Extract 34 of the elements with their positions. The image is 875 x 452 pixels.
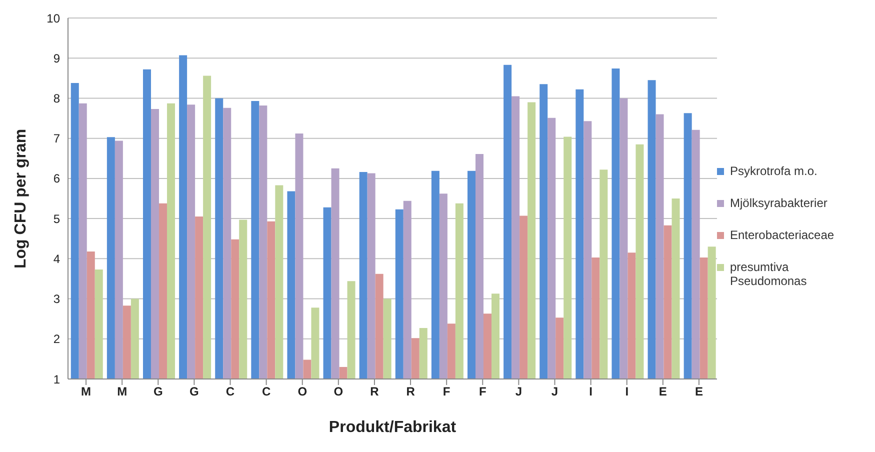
x-tick-label: I <box>625 384 629 399</box>
y-tick-label: 7 <box>53 132 60 146</box>
x-tick-label: E <box>658 384 667 399</box>
legend-label: Enterobacteriaceae <box>730 228 836 242</box>
x-tick-label: O <box>334 384 344 399</box>
x-tick-label: C <box>262 384 271 399</box>
y-axis-title: Log CFU per gram <box>12 128 30 268</box>
y-tick-label: 3 <box>53 292 60 306</box>
x-tick-label: J <box>515 384 522 399</box>
x-tick-label: I <box>589 384 592 399</box>
y-tick-label: 10 <box>46 11 60 26</box>
legend-label: Mjölksyrabakterier <box>730 196 828 210</box>
x-tick-label: E <box>694 384 703 399</box>
x-axis-title: Produkt/Fabrikat <box>328 419 457 436</box>
y-tick-label: 5 <box>53 212 60 226</box>
x-tick-label: C <box>226 384 235 399</box>
x-tick-label: G <box>190 384 199 399</box>
legend-label: Psykrotrofa m.o. <box>730 164 818 178</box>
y-tick-label: 1 <box>53 372 60 386</box>
x-tick-label: G <box>153 384 163 399</box>
y-tick-label: 6 <box>53 172 60 186</box>
y-tick-label: 2 <box>53 332 60 346</box>
x-tick-label: M <box>81 384 92 399</box>
x-tick-label: F <box>442 384 450 399</box>
y-tick-label: 4 <box>53 252 60 266</box>
x-tick-label: M <box>117 384 128 399</box>
y-tick-label: 9 <box>53 51 60 66</box>
x-tick-label: J <box>551 384 558 399</box>
y-tick-label: 8 <box>53 91 60 106</box>
legend-label: presumtiva Pseudomonas <box>730 260 808 288</box>
x-tick-label: R <box>406 384 416 399</box>
x-tick-label: R <box>370 384 380 399</box>
x-tick-label: O <box>298 384 308 399</box>
x-tick-label: F <box>478 384 486 399</box>
